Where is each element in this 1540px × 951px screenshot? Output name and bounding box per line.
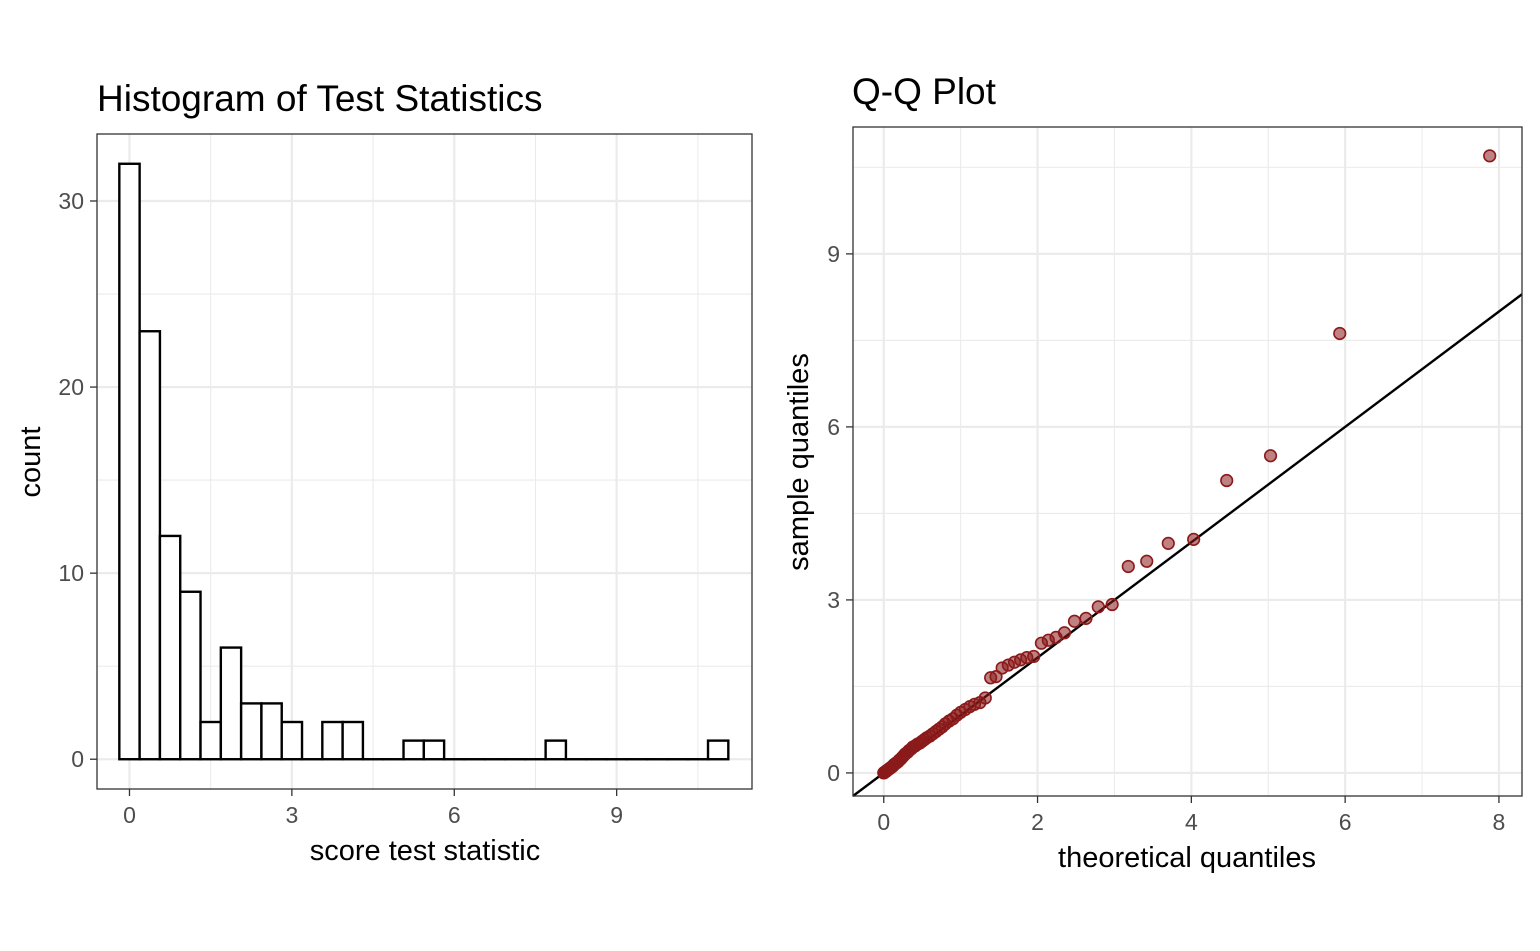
histogram-bar	[706, 739, 730, 761]
histogram-title: Histogram of Test Statistics	[97, 78, 543, 119]
histogram-bar	[341, 720, 365, 761]
qq-point	[989, 670, 1003, 684]
qq-point	[1079, 611, 1093, 625]
qq-point	[978, 691, 992, 705]
qq-point	[1220, 473, 1234, 488]
qq-plot-gridlines	[853, 127, 1522, 796]
qq-plot-x-axis-ticks: 0 2 4 6 8	[877, 796, 1505, 835]
qq-point	[1333, 326, 1347, 341]
histogram-bar	[239, 702, 263, 761]
qq-point	[1067, 614, 1082, 628]
y-tick-label: 30	[58, 188, 84, 214]
x-tick-label: 9	[610, 802, 623, 828]
histogram-bar	[118, 162, 141, 761]
y-tick-label: 0	[71, 746, 84, 772]
qq-point	[1263, 449, 1278, 463]
histogram-bar	[138, 330, 162, 761]
x-tick-label: 3	[285, 802, 298, 828]
x-tick-label: 4	[1185, 809, 1198, 835]
x-tick-label: 0	[877, 809, 890, 835]
histogram-bar	[321, 720, 344, 761]
histogram-bar	[280, 720, 304, 761]
x-tick-label: 6	[1339, 809, 1352, 835]
y-tick-label: 6	[827, 414, 840, 440]
qq-plot-y-axis-label: sample quantiles	[783, 353, 815, 571]
histogram-bar	[179, 590, 202, 761]
qq-point	[1091, 600, 1105, 614]
histogram-bar	[199, 720, 223, 761]
qq-plot-title: Q-Q Plot	[852, 71, 997, 112]
y-tick-label: 0	[827, 760, 840, 786]
histogram-bar	[219, 646, 243, 761]
histogram-bar	[158, 534, 182, 761]
histogram-panel-border	[96, 133, 753, 790]
y-tick-label: 20	[58, 374, 84, 400]
histogram-bar	[402, 739, 426, 761]
x-tick-label: 0	[123, 802, 136, 828]
histogram-bars	[118, 162, 730, 761]
qq-point	[1483, 149, 1497, 163]
histogram-y-axis-label: count	[15, 427, 47, 498]
y-tick-label: 3	[827, 587, 840, 613]
histogram-x-axis-label: score test statistic	[310, 835, 540, 867]
x-tick-label: 6	[448, 802, 461, 828]
qq-point	[1057, 626, 1072, 640]
x-tick-label: 2	[1031, 809, 1044, 835]
histogram-y-axis-ticks: 0 10 20 30	[58, 188, 97, 772]
qq-point	[1027, 649, 1041, 664]
y-tick-label: 9	[827, 241, 840, 267]
histogram-x-axis-ticks: 0 3 6 9	[123, 789, 623, 828]
histogram-bar	[544, 739, 568, 761]
qq-point	[1140, 554, 1154, 568]
qq-point	[1105, 597, 1119, 612]
histogram-bar	[260, 702, 283, 761]
qq-point	[1161, 536, 1175, 550]
histogram-bar	[422, 739, 446, 761]
qq-plot-y-axis-ticks: 0 3 6 9	[827, 241, 853, 786]
x-tick-label: 8	[1493, 809, 1506, 835]
qq-plot-chart: Q-Q Plot 0 2 4 6 8 0 3 6 9 theoretical quantile…	[783, 71, 1523, 874]
histogram-chart: Histogram of Test Statistics 0 3 6 9 0 10 20 3…	[15, 78, 753, 867]
qq-point	[1187, 532, 1201, 546]
qq-point	[1121, 559, 1135, 574]
y-tick-label: 10	[58, 560, 84, 586]
qq-plot-panel-border	[852, 126, 1523, 797]
qq-plot-x-axis-label: theoretical quantiles	[1058, 842, 1316, 874]
qq-plot-points	[877, 149, 1497, 780]
